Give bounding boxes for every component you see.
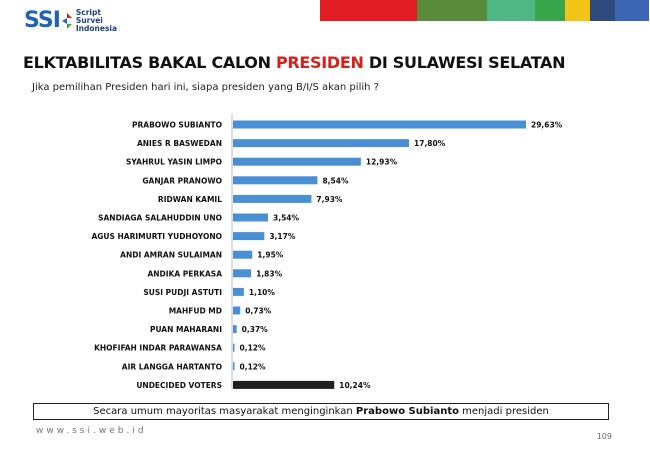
conclusion-before: Secara umum mayoritas masyarakat menging… [93,406,356,417]
value-label: 7,93% [316,195,343,204]
value-label: 0,37% [242,325,269,334]
bar [233,269,252,278]
header-stripe [417,0,487,21]
logo-brand: SSI [24,8,61,33]
value-label: 0,12% [240,344,267,353]
header-stripe [615,0,649,21]
category-label: AIR LANGGA HARTANTO [122,362,222,371]
category-label: SYAHRUL YASIN LIMPO [126,158,222,167]
bar-chart: PRABOWO SUBIANTO 29,63% ANIES R BASWEDAN 17… [91,114,563,390]
bar [233,287,244,296]
value-label: 10,24% [339,381,371,390]
category-label: KHOFIFAH INDAR PARAWANSA [94,344,222,353]
bar [233,250,253,259]
logo-sub-line3: Indonesia [75,24,118,33]
header-stripe [565,0,590,21]
value-label: 0,12% [240,362,267,371]
page-title: ELKTABILITAS BAKAL CALON PRESIDEN DI SUL… [23,53,566,72]
logo-subtitle: Script Survei Indonesia [76,9,117,33]
logo-sub-line2: Survei [75,16,103,25]
category-label: UNDECIDED VOTERS [136,381,222,390]
bar [233,325,237,334]
value-label: 1,95% [257,251,284,260]
category-label: ANDI AMRAN SULAIMAN [120,251,222,260]
category-label: SUSI PUDJI ASTUTI [143,288,222,297]
category-label: PUAN MAHARANI [150,325,222,334]
header: SSI Script Survei Indonesia [0,0,650,48]
value-label: 29,63% [531,121,563,130]
category-label: PRABOWO SUBIANTO [132,121,222,130]
value-label: 3,54% [273,214,300,223]
title-part2: DI SULAWESI SELATAN [363,53,566,72]
header-stripe [320,0,417,21]
bar [233,306,241,315]
footer-url[interactable]: www.ssi.web.id [36,426,147,436]
value-label: 8,54% [322,176,349,185]
bar [233,380,335,389]
conclusion-after: menjadi presiden [458,406,549,417]
conclusion-bold: Prabowo Subianto [355,406,459,417]
category-label: ANDIKA PERKASA [147,269,222,278]
logo-sub-line1: Script [75,8,101,17]
page-number: 109 [596,432,612,441]
bar [233,120,526,129]
logo-arrows-icon [61,13,72,29]
title-accent: PRESIDEN [275,53,364,72]
header-stripe [535,0,565,21]
category-label: RIDWAN KAMIL [158,195,222,204]
bar [233,343,235,352]
title-part1: ELKTABILITAS BAKAL CALON [23,53,276,72]
bar [233,232,265,241]
value-label: 12,93% [366,158,398,167]
category-label: AGUS HARIMURTI YUDHOYONO [91,232,222,241]
value-label: 0,73% [245,307,272,316]
bar [233,176,318,185]
value-label: 17,80% [414,139,446,148]
header-stripe [590,0,615,21]
value-label: 3,17% [269,232,296,241]
bar [233,213,269,222]
value-label: 1,10% [249,288,276,297]
bar [233,157,361,166]
category-label: ANIES R BASWEDAN [137,139,222,148]
category-label: SANDIAGA SALAHUDDIN UNO [98,214,222,223]
bar [233,139,410,148]
category-label: GANJAR PRANOWO [142,176,222,185]
bar [233,194,312,203]
survey-question: Jika pemilihan Presiden hari ini, siapa … [32,82,379,93]
conclusion-box: Secara umum mayoritas masyarakat menging… [33,403,609,420]
category-label: MAHFUD MD [169,307,222,316]
bar [233,362,235,371]
header-color-stripes [320,0,649,21]
value-label: 1,83% [256,269,283,278]
ssi-logo: SSI Script Survei Indonesia [24,9,117,33]
header-stripe [487,0,535,21]
